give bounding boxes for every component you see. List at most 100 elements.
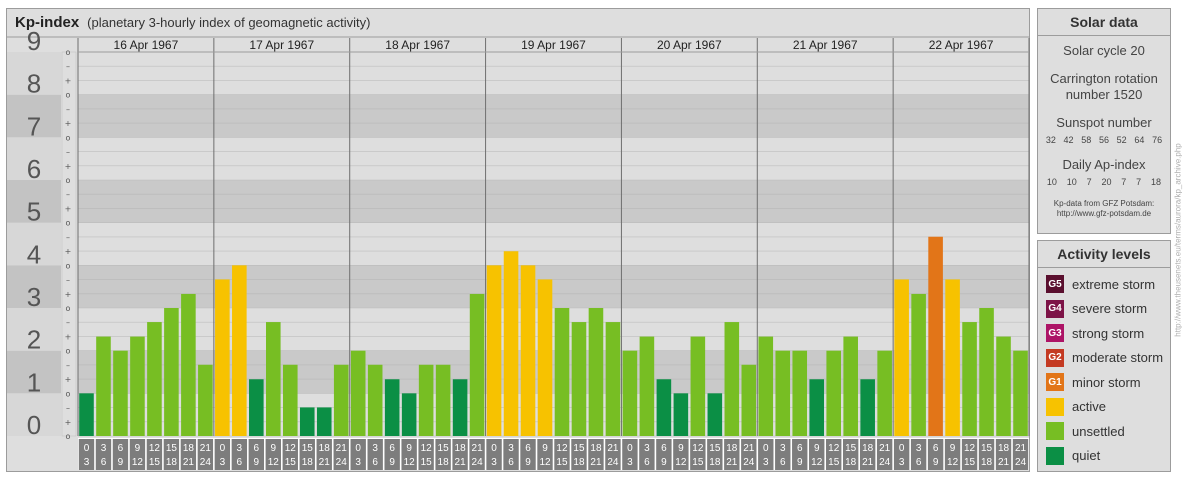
kp-bar [758, 336, 774, 436]
y-axis-band [7, 350, 61, 394]
kp-bar [639, 336, 655, 436]
day-label: 16 Apr 1967 [114, 38, 179, 52]
sub-tick-label: o [66, 133, 71, 142]
legend-item-minor-storm: G1 minor storm [1038, 370, 1170, 395]
y-tick-label: 7 [27, 111, 41, 141]
interval-start-label: 9 [135, 443, 141, 454]
interval-start-label: 15 [981, 443, 993, 454]
sub-tick-label: – [66, 361, 70, 370]
interval-end-label: 12 [947, 457, 959, 468]
y-tick-label: 2 [27, 325, 41, 355]
interval-end-label: 12 [811, 457, 823, 468]
legend-item-extreme-storm: G5 extreme storm [1038, 272, 1170, 297]
interval-end-label: 6 [644, 457, 650, 468]
interval-end-label: 18 [302, 457, 314, 468]
kp-bar [299, 407, 315, 436]
interval-cell [876, 439, 893, 470]
interval-end-label: 12 [404, 457, 416, 468]
chart-title-bar: Kp-index (planetary 3-hourly index of ge… [6, 8, 1030, 36]
interval-start-label: 9 [406, 443, 412, 454]
interval-end-label: 18 [709, 457, 721, 468]
interval-cell [214, 439, 231, 470]
sub-tick-label: – [66, 233, 70, 242]
sunspot-value: 64 [1134, 135, 1145, 145]
side-credit-url: http://www.theusenets.eu/terms/aurora/kp… [1173, 143, 1183, 337]
interval-start-label: 15 [573, 443, 585, 454]
kp-bar [435, 364, 451, 436]
kp-bar [215, 279, 230, 436]
kp-bar [860, 379, 875, 436]
interval-start-label: 12 [692, 443, 704, 454]
interval-cell [384, 439, 400, 470]
kp-bar [232, 265, 247, 436]
y-tick-label: 3 [27, 282, 41, 312]
legend-swatch-quiet [1046, 446, 1064, 465]
interval-end-label: 3 [763, 457, 769, 468]
interval-start-label: 21 [336, 443, 348, 454]
kp-bar [996, 336, 1011, 436]
kp-band [78, 180, 1029, 223]
interval-end-label: 12 [675, 457, 687, 468]
interval-end-label: 21 [455, 457, 467, 468]
gfz-credit-link[interactable]: http://www.gfz-potsdam.de [1056, 209, 1152, 218]
interval-start-label: 12 [285, 443, 297, 454]
interval-end-label: 3 [491, 457, 497, 468]
sunspot-value: 42 [1063, 135, 1074, 145]
sub-tick-label: + [65, 162, 72, 171]
sunspot-value: 32 [1045, 135, 1056, 145]
interval-cell [486, 439, 502, 470]
kp-bar [894, 279, 909, 436]
interval-end-label: 18 [573, 457, 585, 468]
ap-value: 7 [1121, 177, 1127, 187]
kp-bar [350, 350, 366, 436]
interval-start-label: 18 [455, 443, 467, 454]
interval-start-label: 12 [556, 443, 568, 454]
sub-tick-label: o [66, 261, 71, 270]
interval-start-label: 21 [200, 443, 212, 454]
interval-cell [537, 439, 553, 470]
interval-start-label: 0 [899, 443, 905, 454]
interval-end-label: 6 [508, 457, 514, 468]
kp-bar [792, 350, 808, 436]
interval-cell [690, 439, 706, 470]
legend-item-moderate-storm: G2 moderate storm [1038, 346, 1170, 371]
kp-bar [622, 350, 638, 436]
interval-start-label: 18 [726, 443, 738, 454]
interval-end-label: 9 [525, 457, 531, 468]
interval-end-label: 18 [845, 457, 857, 468]
day-label: 20 Apr 1967 [657, 38, 722, 52]
interval-start-label: 18 [590, 443, 602, 454]
interval-cell [639, 439, 655, 470]
sub-tick-label: + [65, 204, 72, 213]
interval-cell [707, 439, 723, 470]
interval-start-label: 9 [678, 443, 684, 454]
kp-bar [554, 308, 570, 436]
legend-swatch-g5: G5 [1046, 275, 1064, 294]
kp-bar [707, 393, 723, 436]
interval-cell [350, 439, 366, 470]
kp-bar [520, 265, 536, 436]
interval-start-label: 6 [797, 443, 803, 454]
interval-end-label: 3 [899, 457, 905, 468]
interval-end-label: 6 [372, 457, 378, 468]
ap-value: 18 [1150, 177, 1161, 187]
interval-start-label: 9 [271, 443, 277, 454]
kp-band [78, 52, 1029, 95]
sub-tick-label: o [66, 176, 71, 185]
y-tick-label: 8 [27, 69, 41, 99]
interval-start-label: 18 [319, 443, 331, 454]
interval-start-label: 3 [372, 443, 378, 454]
interval-start-label: 12 [964, 443, 976, 454]
legend-label: active [1072, 399, 1106, 415]
day-label: 19 Apr 1967 [521, 38, 586, 52]
sunspot-value: 56 [1098, 135, 1109, 145]
interval-start-label: 6 [933, 443, 939, 454]
interval-end-label: 9 [118, 457, 124, 468]
interval-cell [893, 439, 910, 470]
interval-cell [503, 439, 519, 470]
y-tick-label: 0 [27, 410, 41, 440]
kp-bar [588, 308, 604, 436]
kp-bar [979, 308, 994, 436]
interval-cell [995, 439, 1012, 470]
interval-cell [231, 439, 248, 470]
